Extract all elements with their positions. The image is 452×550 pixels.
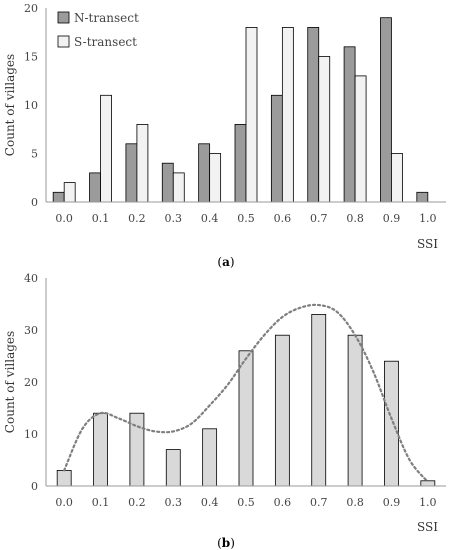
bar-0-0-3	[161, 162, 174, 203]
bar-0-1-0	[63, 182, 76, 203]
x-tick-0-10: 1.0	[419, 212, 437, 225]
bar-0-0-8	[343, 46, 356, 203]
bar-0-0-6	[270, 94, 283, 203]
bar-0-1-1	[100, 94, 112, 203]
bar-0-1-6	[281, 26, 294, 203]
bar-1-0-10	[420, 480, 436, 487]
x-tick-1-6: 0.6	[274, 496, 292, 509]
x-tick-0-0: 0.0	[55, 212, 73, 225]
bar-0-1-9	[391, 153, 403, 203]
y-tick-1-1: 10	[24, 428, 38, 441]
bar-0-1-7	[318, 56, 331, 203]
bar-1-0-7	[311, 313, 327, 487]
bar-0-1-8	[354, 75, 367, 203]
bar-1-0-3	[165, 449, 181, 487]
y-tick-0-2: 10	[24, 99, 38, 112]
bar-1-0-5	[238, 350, 254, 487]
y-tick-0-1: 5	[31, 148, 38, 161]
y-tick-0-0: 0	[31, 196, 38, 209]
bar-1-0-6	[274, 334, 290, 487]
x-tick-1-8: 0.8	[346, 496, 364, 509]
x-axis-label-1: SSI	[417, 520, 438, 534]
bar-0-0-5	[234, 124, 247, 203]
panel-label-1: (b)	[217, 536, 235, 550]
legend-label-0: N-transect	[74, 11, 139, 25]
x-tick-0-6: 0.6	[274, 212, 292, 225]
x-tick-0-3: 0.3	[165, 212, 183, 225]
bar-0-0-4	[198, 143, 211, 203]
legend-swatch-0	[57, 11, 70, 24]
legend-swatch-1	[57, 35, 70, 48]
x-tick-1-3: 0.3	[165, 496, 183, 509]
bar-0-1-3	[172, 172, 185, 203]
bar-1-0-1	[93, 412, 108, 487]
bar-0-1-4	[209, 153, 222, 203]
y-axis-label-1: Count of villages	[3, 331, 17, 433]
y-tick-1-2: 20	[24, 376, 38, 389]
legend-label-1: S-transect	[74, 35, 137, 49]
x-tick-0-5: 0.5	[237, 212, 255, 225]
x-tick-0-2: 0.2	[128, 212, 146, 225]
x-tick-0-7: 0.7	[310, 212, 328, 225]
x-tick-1-2: 0.2	[128, 496, 146, 509]
bar-1-0-2	[129, 412, 145, 487]
bar-0-0-7	[307, 26, 320, 203]
x-tick-1-1: 0.1	[92, 496, 110, 509]
bar-0-1-2	[136, 124, 149, 203]
x-tick-1-10: 1.0	[419, 496, 437, 509]
y-axis-label-0: Count of villages	[3, 54, 17, 156]
bar-0-1-5	[245, 26, 258, 203]
bar-0-0-10	[416, 191, 429, 203]
bar-1-0-0	[56, 469, 72, 487]
x-tick-0-9: 0.9	[383, 212, 401, 225]
y-tick-1-4: 40	[24, 272, 38, 285]
bar-1-0-9	[384, 360, 399, 487]
x-tick-1-9: 0.9	[383, 496, 401, 509]
bar-0-0-0	[52, 191, 65, 203]
x-tick-0-8: 0.8	[346, 212, 364, 225]
panel-label-0: (a)	[217, 255, 234, 269]
x-tick-1-7: 0.7	[310, 496, 328, 509]
bar-1-0-4	[202, 428, 218, 487]
bar-0-0-2	[125, 143, 138, 203]
x-tick-0-1: 0.1	[92, 212, 110, 225]
trend-line-1	[63, 303, 429, 483]
bar-0-0-1	[89, 172, 101, 203]
y-tick-1-3: 30	[24, 324, 38, 337]
y-tick-1-0: 0	[31, 480, 38, 493]
bar-1-0-8	[347, 334, 363, 487]
bar-0-0-9	[380, 17, 392, 203]
x-tick-1-0: 0.0	[55, 496, 73, 509]
x-tick-0-4: 0.4	[201, 212, 219, 225]
x-tick-1-5: 0.5	[237, 496, 255, 509]
x-tick-1-4: 0.4	[201, 496, 219, 509]
y-tick-0-4: 20	[24, 2, 38, 15]
y-tick-0-3: 15	[24, 51, 38, 64]
x-axis-label-0: SSI	[417, 237, 438, 251]
